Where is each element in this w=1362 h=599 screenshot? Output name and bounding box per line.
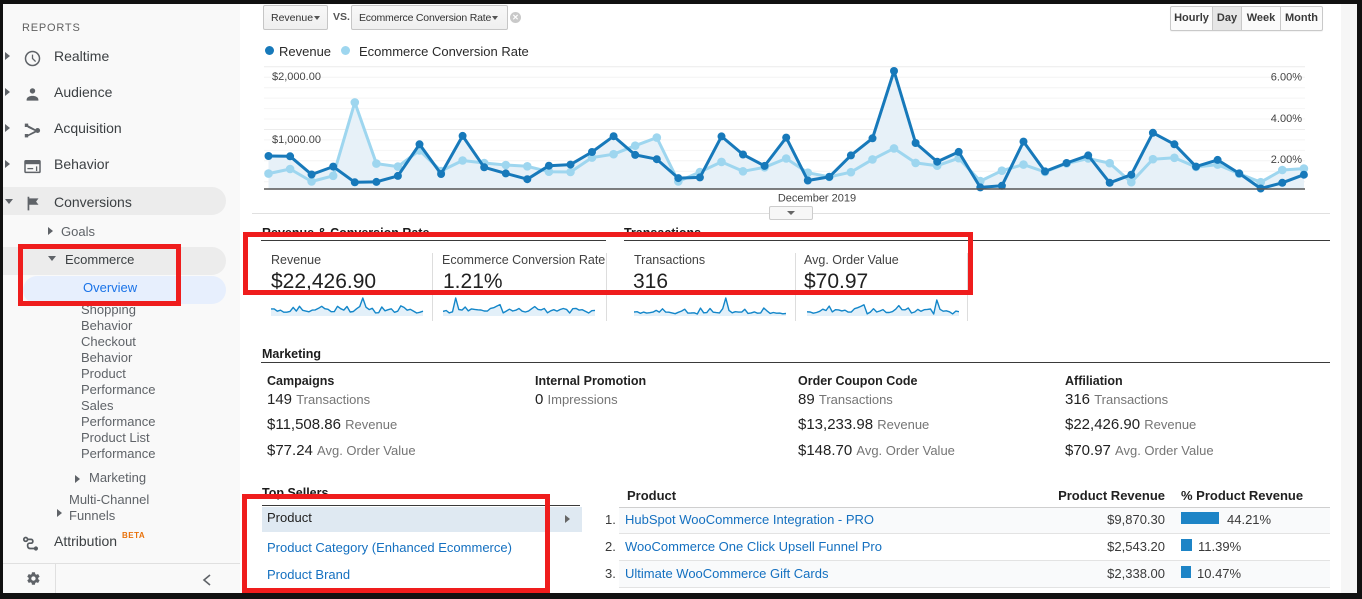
svg-text:$2,000.00: $2,000.00 bbox=[272, 71, 321, 83]
svg-text:$1,000.00: $1,000.00 bbox=[272, 134, 321, 146]
svg-text:4.00%: 4.00% bbox=[1271, 113, 1302, 125]
svg-text:6.00%: 6.00% bbox=[1271, 72, 1302, 84]
svg-text:December 2019: December 2019 bbox=[778, 193, 856, 205]
svg-text:2.00%: 2.00% bbox=[1271, 154, 1302, 166]
